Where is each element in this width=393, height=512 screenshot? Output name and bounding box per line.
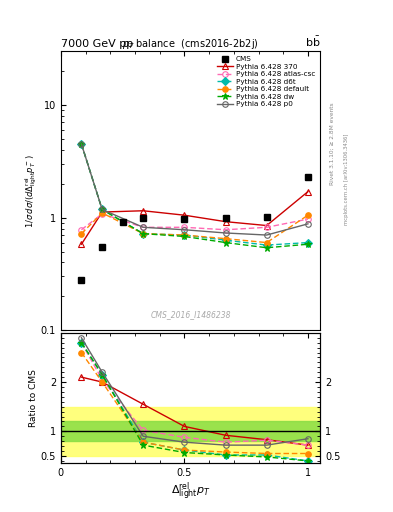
Pythia 6.428 atlas-csc <box>223 227 228 233</box>
Pythia 6.428 370 <box>182 212 187 218</box>
Pythia 6.428 p0 <box>141 224 145 230</box>
Text: mcplots.cern.ch [arXiv:1306.3436]: mcplots.cern.ch [arXiv:1306.3436] <box>344 134 349 225</box>
CMS <box>223 215 228 221</box>
Pythia 6.428 default <box>264 240 269 246</box>
Pythia 6.428 p0 <box>306 221 310 227</box>
Pythia 6.428 atlas-csc <box>182 224 187 230</box>
Pythia 6.428 p0 <box>182 227 187 233</box>
Pythia 6.428 atlas-csc <box>79 227 84 233</box>
Pythia 6.428 370 <box>141 208 145 214</box>
Pythia 6.428 default <box>79 230 84 237</box>
Pythia 6.428 d6t <box>79 141 84 147</box>
Text: CMS_2016_I1486238: CMS_2016_I1486238 <box>151 310 231 319</box>
CMS <box>120 219 125 225</box>
Pythia 6.428 d6t <box>223 237 228 243</box>
CMS <box>79 277 84 283</box>
Pythia 6.428 p0 <box>264 232 269 238</box>
Pythia 6.428 d6t <box>100 206 105 212</box>
Line: Pythia 6.428 default: Pythia 6.428 default <box>79 210 311 245</box>
Pythia 6.428 d6t <box>264 242 269 248</box>
Pythia 6.428 default <box>223 236 228 242</box>
Pythia 6.428 370 <box>79 241 84 247</box>
Bar <box>61 407 320 456</box>
Pythia 6.428 default <box>182 232 187 238</box>
Pythia 6.428 p0 <box>100 206 105 212</box>
Pythia 6.428 atlas-csc <box>141 224 145 230</box>
CMS <box>141 215 145 221</box>
Bar <box>61 421 320 441</box>
Pythia 6.428 d6t <box>306 240 310 246</box>
Pythia 6.428 370 <box>306 188 310 195</box>
Pythia 6.428 dw <box>182 233 187 240</box>
Pythia 6.428 p0 <box>79 141 84 147</box>
Text: b$\bar{\rm b}$: b$\bar{\rm b}$ <box>305 34 320 49</box>
Y-axis label: Ratio to CMS: Ratio to CMS <box>29 369 38 427</box>
Text: Rivet 3.1.10; ≥ 2.8M events: Rivet 3.1.10; ≥ 2.8M events <box>330 102 335 185</box>
Line: Pythia 6.428 p0: Pythia 6.428 p0 <box>79 141 311 238</box>
Title: $p_T$ balance  (cms2016-2b2j): $p_T$ balance (cms2016-2b2j) <box>122 37 259 51</box>
CMS <box>306 174 310 180</box>
Pythia 6.428 p0 <box>223 230 228 236</box>
Pythia 6.428 dw <box>264 245 269 251</box>
Pythia 6.428 d6t <box>141 230 145 237</box>
Pythia 6.428 dw <box>79 141 84 147</box>
CMS <box>264 214 269 220</box>
Pythia 6.428 dw <box>100 206 105 212</box>
Line: Pythia 6.428 atlas-csc: Pythia 6.428 atlas-csc <box>79 211 311 232</box>
Pythia 6.428 default <box>141 230 145 237</box>
Pythia 6.428 370 <box>100 209 105 215</box>
X-axis label: $\Delta^{\rm rel}_{\rm light}p_T$: $\Delta^{\rm rel}_{\rm light}p_T$ <box>171 481 210 503</box>
Line: Pythia 6.428 d6t: Pythia 6.428 d6t <box>79 141 311 248</box>
Line: Pythia 6.428 dw: Pythia 6.428 dw <box>78 140 311 251</box>
Y-axis label: $1/\sigma\,d\sigma/(d\Delta^{\rm rel}_{\rm light}p_T^-)$: $1/\sigma\,d\sigma/(d\Delta^{\rm rel}_{\… <box>24 154 39 227</box>
Pythia 6.428 370 <box>264 223 269 229</box>
Pythia 6.428 atlas-csc <box>100 211 105 217</box>
Pythia 6.428 370 <box>223 219 228 225</box>
Line: Pythia 6.428 370: Pythia 6.428 370 <box>79 189 311 247</box>
CMS <box>100 244 105 250</box>
Pythia 6.428 default <box>306 212 310 218</box>
Pythia 6.428 atlas-csc <box>264 224 269 230</box>
Pythia 6.428 dw <box>223 240 228 246</box>
Legend: CMS, Pythia 6.428 370, Pythia 6.428 atlas-csc, Pythia 6.428 d6t, Pythia 6.428 de: CMS, Pythia 6.428 370, Pythia 6.428 atla… <box>216 55 317 109</box>
Line: CMS: CMS <box>78 174 311 283</box>
Text: 7000 GeV pp: 7000 GeV pp <box>61 38 133 49</box>
Pythia 6.428 default <box>100 210 105 216</box>
Pythia 6.428 dw <box>141 230 145 237</box>
Pythia 6.428 d6t <box>182 232 187 238</box>
CMS <box>182 216 187 222</box>
Pythia 6.428 dw <box>306 241 310 247</box>
Pythia 6.428 atlas-csc <box>306 216 310 222</box>
